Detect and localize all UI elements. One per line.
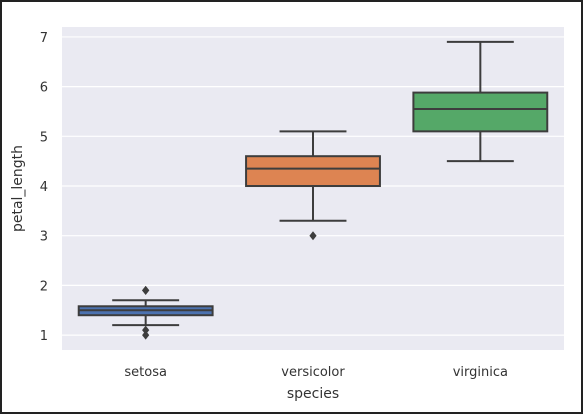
x-tick-labels: setosa versicolor virginica [124,365,508,380]
y-tick-label-3: 3 [40,230,48,245]
x-tick-label-versicolor: versicolor [281,365,345,380]
box-plot-chart: 1 2 3 4 5 6 7 setosa versicolor virginica specie… [4,4,583,414]
y-tick-label-1: 1 [40,329,48,344]
y-axis-label: petal_length [10,145,26,232]
y-tick-labels: 1 2 3 4 5 6 7 [40,31,48,344]
x-axis-label: species [287,386,339,402]
y-tick-label-6: 6 [40,81,48,96]
iqr-box [413,93,547,132]
y-tick-label-7: 7 [40,31,48,46]
iqr-box [246,156,380,186]
y-tick-label-5: 5 [40,130,48,145]
x-tick-label-virginica: virginica [453,365,508,380]
y-tick-label-2: 2 [40,279,48,294]
x-tick-label-setosa: setosa [124,365,167,380]
y-tick-label-4: 4 [40,180,48,195]
